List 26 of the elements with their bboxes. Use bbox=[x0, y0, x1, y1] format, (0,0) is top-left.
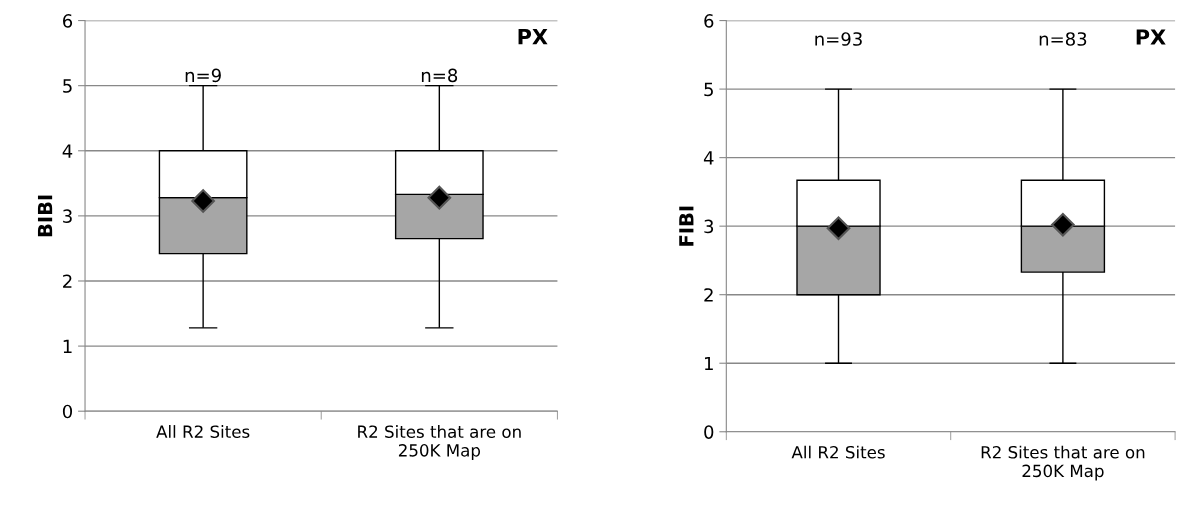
annotation: PX bbox=[1136, 29, 1166, 45]
x-tick-label: All R2 Sites bbox=[156, 425, 250, 438]
y-tick-label: 5 bbox=[63, 79, 72, 93]
annotation: PX bbox=[518, 29, 548, 45]
y-tick-label: 6 bbox=[704, 14, 714, 28]
y-tick-label: 4 bbox=[62, 144, 73, 158]
y-tick-label: 2 bbox=[704, 288, 713, 302]
annotation: n=83 bbox=[1039, 32, 1087, 46]
annotation: n=9 bbox=[185, 68, 221, 83]
y-tick-label: 0 bbox=[62, 404, 73, 419]
annotation: n=8 bbox=[421, 68, 458, 83]
y-tick-label: 1 bbox=[63, 339, 72, 353]
y-tick-label: 4 bbox=[703, 151, 714, 165]
y-tick-label: 3 bbox=[704, 219, 714, 234]
annotation: n=93 bbox=[815, 32, 862, 46]
y-tick-label: 6 bbox=[63, 14, 73, 28]
y-axis-title: FIBI bbox=[679, 206, 694, 246]
y-axis-title: BIBI bbox=[37, 195, 53, 237]
x-tick-label: R2 Sites that are on 250K Map bbox=[358, 425, 521, 460]
x-tick-label: All R2 Sites bbox=[791, 445, 885, 459]
y-tick-label: 5 bbox=[704, 82, 713, 97]
y-tick-label: 3 bbox=[63, 209, 72, 223]
y-tick-label: 1 bbox=[705, 356, 713, 371]
y-tick-label: 2 bbox=[63, 274, 72, 288]
y-tick-label: 0 bbox=[704, 425, 714, 439]
x-tick-label: R2 Sites that are on 250K Map bbox=[981, 445, 1145, 481]
